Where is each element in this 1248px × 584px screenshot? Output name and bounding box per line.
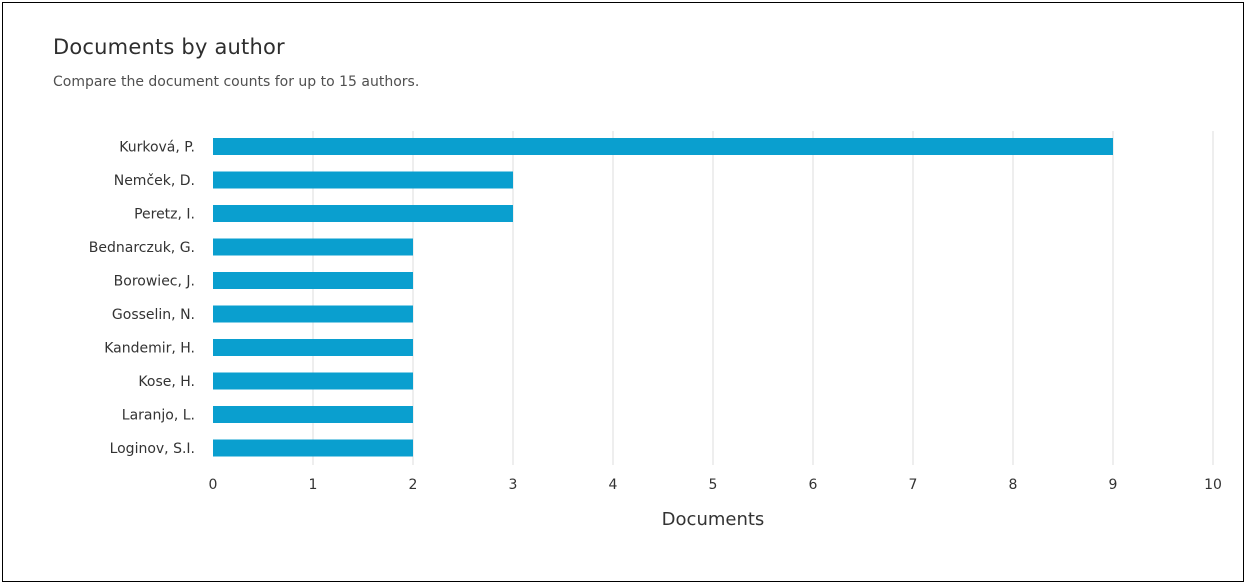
bar[interactable] bbox=[213, 138, 1113, 155]
bar[interactable] bbox=[213, 406, 413, 423]
category-label: Gosselin, N. bbox=[112, 307, 195, 323]
x-tick-label: 10 bbox=[1204, 477, 1222, 493]
bar[interactable] bbox=[213, 272, 413, 289]
x-tick-label: 2 bbox=[409, 477, 418, 493]
x-tick-label: 7 bbox=[909, 477, 918, 493]
category-label: Bednarczuk, G. bbox=[89, 240, 195, 256]
bars bbox=[213, 138, 1113, 457]
x-tick-label: 9 bbox=[1109, 477, 1118, 493]
bar[interactable] bbox=[213, 339, 413, 356]
x-tick-label: 5 bbox=[709, 477, 718, 493]
category-label: Peretz, I. bbox=[134, 207, 195, 223]
x-axis-title: Documents bbox=[662, 509, 765, 530]
bar[interactable] bbox=[213, 439, 413, 457]
bar[interactable] bbox=[213, 372, 413, 390]
x-tick-label: 0 bbox=[209, 477, 218, 493]
category-label: Borowiec, J. bbox=[114, 274, 195, 290]
x-tick-labels: 0 1 2 3 4 5 6 7 8 9 10 bbox=[209, 477, 1222, 493]
category-label: Kurková, P. bbox=[119, 140, 195, 156]
x-tick-label: 3 bbox=[509, 477, 518, 493]
bar[interactable] bbox=[213, 305, 413, 323]
category-label: Loginov, S.I. bbox=[110, 441, 195, 457]
x-tick-label: 4 bbox=[609, 477, 618, 493]
chart-title: Documents by author bbox=[53, 35, 285, 59]
x-tick-label: 1 bbox=[309, 477, 318, 493]
bar[interactable] bbox=[213, 171, 513, 189]
bar[interactable] bbox=[213, 238, 413, 256]
x-tick-label: 6 bbox=[809, 477, 818, 493]
x-tick-label: 8 bbox=[1009, 477, 1018, 493]
bar[interactable] bbox=[213, 205, 513, 222]
category-label: Laranjo, L. bbox=[122, 408, 195, 424]
chart-subtitle: Compare the document counts for up to 15… bbox=[53, 74, 420, 90]
category-labels: Kurková, P. Nemček, D. Peretz, I. Bednarczu… bbox=[89, 140, 195, 458]
bar-chart: Kurková, P. Nemček, D. Peretz, I. Bednarczu… bbox=[89, 131, 1222, 530]
category-label: Nemček, D. bbox=[114, 173, 195, 189]
category-label: Kandemir, H. bbox=[104, 341, 195, 357]
category-label: Kose, H. bbox=[138, 374, 195, 390]
